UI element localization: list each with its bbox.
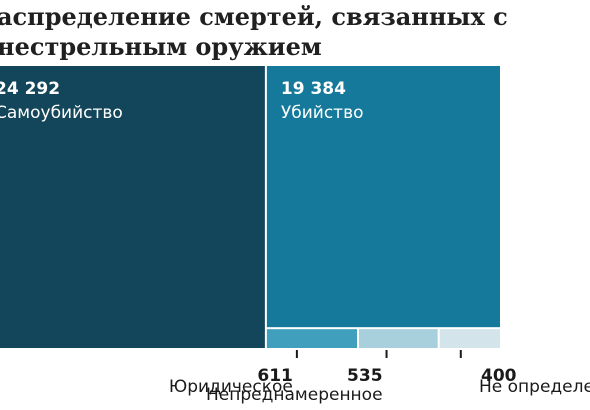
chart-title-line-1: аспределение смертей, связанных с: [0, 2, 508, 31]
treemap-tile-item-5: [439, 329, 500, 348]
tile-category-label-item-1: Самоубийство: [0, 103, 123, 123]
chart-title-line-2: нестрельным оружием: [0, 32, 322, 61]
callout-category-label-item-5: Не определе: [479, 377, 590, 397]
callout-value-label-item-4: 535: [347, 366, 383, 386]
treemap-tile-item-1: [0, 66, 265, 348]
tile-category-label-item-2: Убийство: [281, 103, 364, 123]
callout-value-label-item-3: 611: [257, 366, 293, 386]
callout-category-label-item-3: Юридическое: [169, 377, 293, 397]
treemap-tile-item-2: [266, 66, 500, 328]
chart-title: аспределение смертей, связанных с нестре…: [0, 2, 590, 62]
callout-category-label-item-4: Непреднамеренное: [206, 385, 383, 405]
callout-value-label-item-5: 400: [481, 366, 517, 386]
tile-value-label-item-2: 19 384: [281, 79, 346, 99]
tile-value-label-item-1: 24 292: [0, 79, 60, 99]
treemap-tile-item-4: [359, 329, 438, 348]
treemap-tile-item-3: [266, 329, 358, 348]
